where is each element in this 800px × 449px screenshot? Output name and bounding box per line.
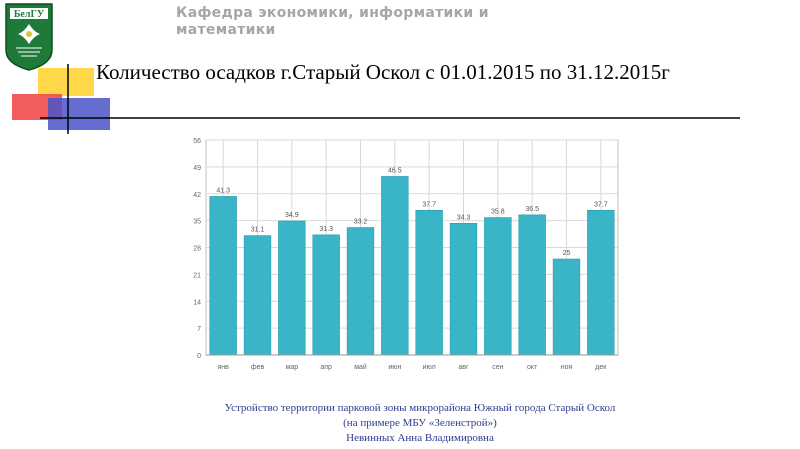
y-tick-label: 21 bbox=[193, 272, 201, 279]
footer: Устройство территории парковой зоны микр… bbox=[160, 401, 680, 446]
bar-value-label: 41.3 bbox=[216, 187, 230, 194]
bar-value-label: 46.5 bbox=[388, 167, 402, 174]
y-tick-label: 35 bbox=[193, 219, 201, 226]
precipitation-bar-chart: 0 7 14 21 28 35 42 49 56 41.3 янв 31.1 фев 34.9 мар 31.… bbox=[193, 138, 619, 371]
x-tick-label: фев bbox=[251, 364, 265, 371]
bar-value-label: 34.3 bbox=[457, 214, 471, 221]
y-tick-label: 0 bbox=[197, 353, 201, 360]
department-name: Кафедра экономики, информатики и математ… bbox=[176, 5, 489, 38]
bar bbox=[587, 209, 615, 356]
x-tick-label: окт bbox=[527, 364, 538, 371]
bar bbox=[381, 176, 409, 356]
bar-value-label: 37.7 bbox=[594, 201, 608, 208]
x-tick-label: мар bbox=[286, 364, 299, 371]
chart-title: Количество осадков г.Старый Оскол с 01.0… bbox=[96, 60, 670, 84]
y-tick-label: 49 bbox=[193, 165, 201, 172]
footer-line-3: Невинных Анна Владимировна bbox=[346, 432, 494, 444]
x-tick-label: дек bbox=[595, 364, 607, 371]
bar-value-label: 35.8 bbox=[491, 209, 505, 216]
footer-line-1: Устройство территории парковой зоны микр… bbox=[224, 402, 616, 414]
decorative-squares bbox=[12, 64, 740, 134]
y-tick-label: 56 bbox=[193, 138, 201, 145]
x-tick-label: июн bbox=[388, 364, 401, 371]
bar-value-label: 33.2 bbox=[354, 219, 368, 226]
bar bbox=[278, 220, 306, 356]
y-tick-label: 42 bbox=[193, 192, 201, 199]
bar bbox=[415, 209, 443, 356]
x-tick-label: май bbox=[354, 363, 367, 371]
x-tick-label: сен bbox=[492, 364, 503, 371]
bar-value-label: 36.5 bbox=[525, 206, 539, 213]
bar bbox=[243, 235, 272, 356]
y-tick-label: 14 bbox=[193, 299, 201, 306]
bar bbox=[209, 196, 237, 356]
x-tick-label: янв bbox=[217, 364, 229, 371]
footer-line-2: (на примере МБУ «Зеленстрой») bbox=[343, 417, 497, 429]
bar-value-label: 37.7 bbox=[422, 201, 436, 208]
bar-value-label: 34.9 bbox=[285, 212, 299, 219]
bar bbox=[484, 217, 512, 356]
y-tick-label: 7 bbox=[197, 326, 201, 333]
bar-value-label: 25 bbox=[563, 250, 571, 257]
x-tick-label: июл bbox=[423, 364, 436, 371]
bar bbox=[312, 234, 340, 356]
university-logo: БелГУ bbox=[4, 2, 54, 72]
bar-value-label: 31.3 bbox=[319, 226, 333, 233]
logo-text: БелГУ bbox=[14, 9, 45, 20]
x-tick-label: авг bbox=[458, 364, 469, 371]
bar bbox=[552, 258, 581, 356]
bar bbox=[449, 223, 478, 356]
y-tick-label: 28 bbox=[193, 246, 201, 253]
x-tick-label: ноя bbox=[561, 364, 573, 371]
x-tick-label: апр bbox=[320, 364, 332, 371]
bar bbox=[346, 227, 375, 356]
bar bbox=[518, 214, 546, 356]
bar-value-label: 31.1 bbox=[251, 227, 265, 234]
